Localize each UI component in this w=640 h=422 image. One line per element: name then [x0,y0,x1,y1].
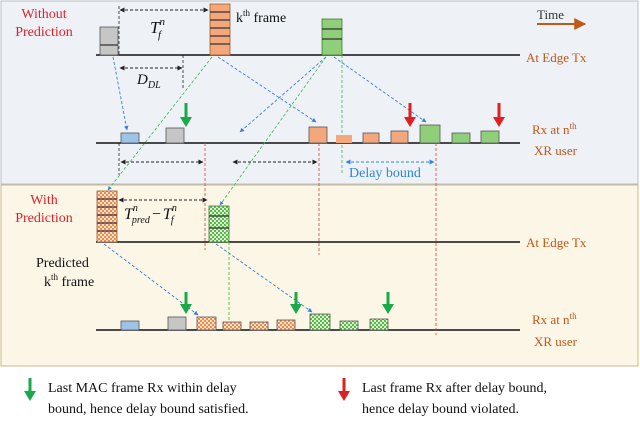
without-prediction-heading-2: Prediction [15,25,73,40]
rx-frame-orange-bottom-2 [222,321,242,331]
red-arrow-icon [493,103,505,127]
without-prediction-heading: Without [21,7,66,22]
rx-label-bottom: Rx at nth [532,311,577,327]
legend-red-text-2: hence delay bound violated. [362,402,519,417]
with-prediction-heading: With [30,193,57,208]
next-frame-tx [321,18,343,56]
rx-frame-orange-bottom-3 [249,321,269,331]
rx-frame-orange-top-4 [390,130,409,144]
legend-red-arrow-icon [338,378,350,401]
rx-frame-orange-top-2 [336,135,352,143]
predicted-next-frame-tx [208,205,230,243]
propagation-lines-top [112,56,427,133]
green-arrow-icon [180,292,192,314]
green-arrow-icon [382,292,394,314]
rx-frame-orange-bottom-4 [276,319,296,331]
rx-frame-orange-bottom-1 [196,316,217,331]
rx-label-top: Rx at nth [532,121,577,137]
rx-frame-gray-bottom [167,316,187,331]
rx-frame-green-top-3 [480,130,500,144]
red-arrow-icon [404,103,416,127]
with-prediction-heading-2: Prediction [15,211,73,226]
kth-frame-tx [209,3,231,56]
prediction-link-orange [107,56,213,191]
predicted-frame-label: Predicted [36,256,89,271]
legend-green-text-2: bound, hence delay bound satisfied. [48,402,249,417]
rx-frame-orange-top-3 [362,132,380,144]
tpred-symbol: Tn pred − Tn f [124,203,177,226]
delay-bound-label: Delay bound [349,166,421,181]
edge-tx-label-bottom: At Edge Tx [526,235,587,250]
rx-frame-gray-top-1 [120,132,140,144]
tf-symbol: Tn f [150,16,165,41]
xr-user-label-bottom: XR user [534,334,578,349]
rx-frame-green-top-2 [451,132,471,144]
legend-green-arrow-icon [24,378,36,401]
rx-frame-green-bottom-3 [369,318,389,331]
legend-red-text: Last frame Rx after delay bound, [362,381,547,396]
rx-frame-gray-top-2 [165,127,185,144]
edge-tx-label-top: At Edge Tx [526,50,587,65]
rx-frame-green-bottom-1 [309,313,331,331]
ddl-symbol: DDL [136,72,161,91]
rx-frame-green-bottom-2 [339,320,359,331]
xr-user-label-top: XR user [534,143,578,158]
rx-frame-orange-top-1 [308,126,328,144]
green-arrow-icon [180,103,192,127]
predicted-kth-frame-tx [96,190,118,243]
rx-frame-blue-bottom [120,320,140,331]
legend-green-text: Last MAC frame Rx within delay [48,381,237,396]
predicted-frame-label-2: kth frame [44,272,94,290]
rx-frame-green-top-1 [419,124,441,144]
time-label: Time [537,7,564,22]
green-arrow-icon [290,292,302,314]
prediction-link-green [219,56,327,206]
previous-frame-tx [99,26,119,56]
kth-frame-label: kth frame [236,8,286,26]
